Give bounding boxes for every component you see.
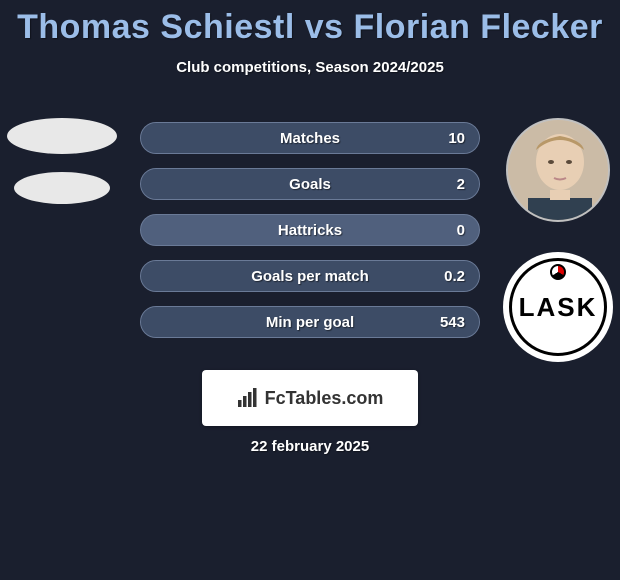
stat-row: Matches 10	[140, 122, 480, 154]
stat-label: Hattricks	[278, 222, 342, 239]
subtitle: Club competitions, Season 2024/2025	[0, 59, 620, 76]
stat-row: Goals 2	[140, 168, 480, 200]
left-player-column	[2, 118, 122, 222]
stat-value-right: 543	[440, 314, 465, 331]
face-icon	[508, 120, 610, 222]
stat-row: Min per goal 543	[140, 306, 480, 338]
stat-label: Min per goal	[266, 314, 354, 331]
right-player-column: LASK	[498, 118, 618, 362]
stat-label: Goals	[289, 176, 331, 193]
bar-chart-icon	[237, 387, 259, 409]
page-title: Thomas Schiestl vs Florian Flecker	[0, 0, 620, 47]
stat-row: Hattricks 0	[140, 214, 480, 246]
stat-value-right: 0	[457, 222, 465, 239]
stats-container: Matches 10 Goals 2 Hattricks 0 Goals per…	[140, 122, 480, 352]
player-left-photo-placeholder	[7, 118, 117, 154]
stat-value-right: 0.2	[444, 268, 465, 285]
stat-label: Matches	[280, 130, 340, 147]
stat-row: Goals per match 0.2	[140, 260, 480, 292]
club-logo-badge-icon	[550, 264, 566, 280]
stat-value-right: 2	[457, 176, 465, 193]
stat-value-right: 10	[448, 130, 465, 147]
branding-box: FcTables.com	[202, 370, 418, 426]
stat-label: Goals per match	[251, 268, 369, 285]
player-right-club-logo: LASK	[503, 252, 613, 362]
player-left-club-placeholder	[14, 172, 110, 204]
branding-text: FcTables.com	[265, 388, 384, 409]
player-right-photo	[506, 118, 610, 222]
date-text: 22 february 2025	[251, 438, 369, 455]
